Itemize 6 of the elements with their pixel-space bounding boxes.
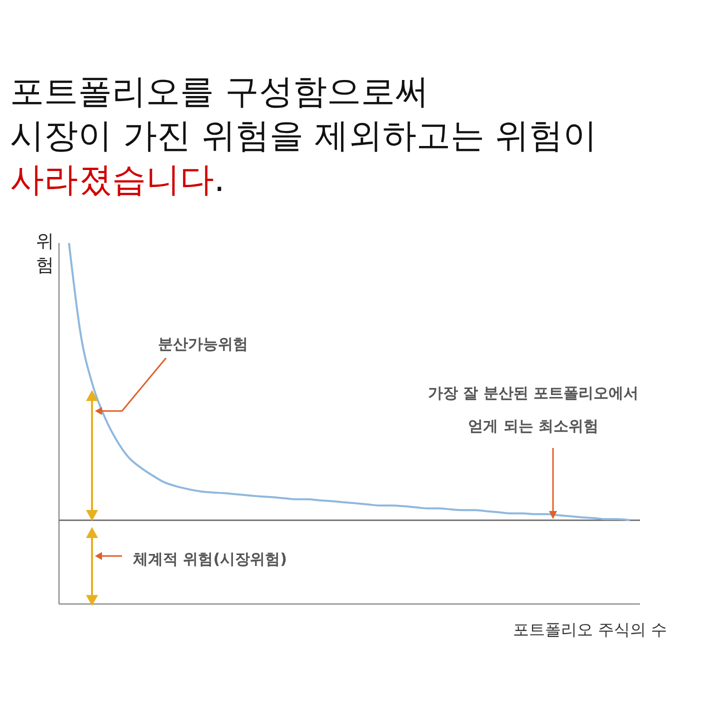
- x-axis-title: 포트폴리오 주식의 수: [513, 620, 668, 641]
- chart-title: 포트폴리오를 구성함으로써 시장이 가진 위험을 제외하고는 위험이 사라졌습니다.: [10, 71, 598, 202]
- y-axis-title: 위험: [36, 230, 55, 278]
- annotation: 체계적 위험(시장위험): [133, 549, 287, 570]
- annotation: 가장 잘 분산된 포트폴리오에서 얻게 되는 최소위험: [428, 383, 639, 437]
- annotation: 분산가능위험: [158, 334, 248, 355]
